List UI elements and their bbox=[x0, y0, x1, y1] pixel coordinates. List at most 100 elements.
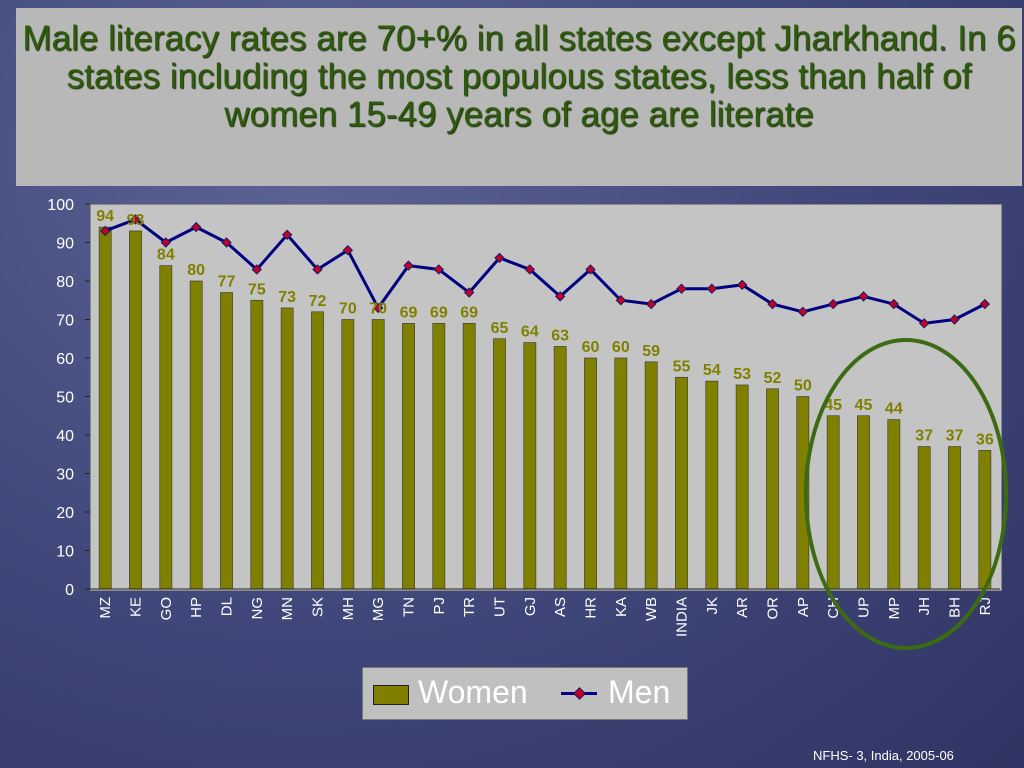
women-bar bbox=[220, 292, 233, 590]
men-marker bbox=[494, 252, 505, 264]
men-marker bbox=[949, 314, 960, 325]
women-bar bbox=[462, 323, 476, 590]
women-bar bbox=[341, 319, 355, 590]
women-data-label: 65 bbox=[491, 320, 509, 337]
women-data-label: 50 bbox=[794, 378, 812, 395]
women-data-label: 69 bbox=[460, 304, 478, 321]
x-tick-label: TR bbox=[461, 597, 478, 617]
men-marker bbox=[281, 229, 293, 241]
title-panel: Male literacy rates are 70+% in all stat… bbox=[16, 8, 1022, 186]
women-bar bbox=[402, 323, 415, 590]
women-data-label: 60 bbox=[612, 339, 630, 356]
men-marker bbox=[858, 291, 869, 302]
plot-area bbox=[90, 204, 1002, 591]
x-tick-label: GO bbox=[158, 597, 175, 620]
y-tick-label: 20 bbox=[56, 505, 74, 522]
women-data-label: 45 bbox=[824, 397, 842, 414]
women-bar bbox=[826, 415, 840, 590]
legend-men-marker bbox=[573, 687, 586, 700]
legend: Women Men bbox=[362, 667, 688, 720]
men-marker bbox=[312, 264, 323, 275]
women-bar bbox=[189, 280, 203, 590]
women-data-label: 63 bbox=[551, 327, 569, 344]
y-tick-label: 50 bbox=[56, 390, 74, 407]
women-data-label: 64 bbox=[521, 324, 539, 341]
men-marker bbox=[221, 237, 232, 248]
women-data-label: 80 bbox=[187, 262, 205, 279]
legend-men-label: Men bbox=[608, 674, 671, 710]
women-data-label: 37 bbox=[946, 428, 964, 445]
men-marker bbox=[888, 298, 900, 310]
x-tick-label: MH bbox=[340, 597, 357, 620]
x-tick-label: HP bbox=[188, 597, 205, 618]
women-bar bbox=[129, 230, 142, 590]
women-bar bbox=[584, 357, 597, 590]
women-data-label: 36 bbox=[976, 431, 994, 448]
women-bar bbox=[493, 338, 506, 590]
x-tick-label: RJ bbox=[977, 597, 994, 615]
women-data-label: 45 bbox=[855, 397, 873, 414]
women-data-label: 70 bbox=[339, 301, 357, 318]
women-data-label: 93 bbox=[127, 212, 145, 229]
women-bar bbox=[553, 346, 567, 590]
women-data-label: 59 bbox=[642, 343, 660, 360]
y-tick-label: 40 bbox=[56, 428, 74, 445]
y-tick-label: 60 bbox=[56, 351, 74, 368]
men-marker bbox=[918, 318, 930, 329]
men-marker bbox=[372, 302, 384, 314]
men-marker bbox=[615, 295, 627, 306]
women-bar bbox=[978, 450, 992, 590]
women-bar bbox=[523, 342, 537, 590]
men-marker bbox=[645, 298, 657, 310]
men-marker bbox=[827, 298, 839, 310]
women-data-label: 73 bbox=[278, 289, 296, 306]
women-bar bbox=[98, 226, 112, 590]
x-tick-label: OR bbox=[765, 597, 782, 620]
x-tick-label: AP bbox=[795, 597, 812, 617]
y-tick-label: 30 bbox=[56, 467, 74, 484]
women-bar bbox=[644, 361, 658, 590]
x-tick-label: UP bbox=[856, 597, 873, 618]
women-bar bbox=[432, 323, 446, 590]
men-marker bbox=[767, 298, 778, 310]
women-bar bbox=[917, 446, 931, 590]
men-marker bbox=[979, 298, 991, 310]
women-data-label: 54 bbox=[703, 362, 721, 379]
men-marker bbox=[524, 264, 536, 275]
chart-title: Male literacy rates are 70+% in all stat… bbox=[22, 19, 1016, 134]
x-tick-label: SK bbox=[310, 597, 327, 617]
y-tick-label: 10 bbox=[56, 544, 74, 561]
highlight-ellipse bbox=[803, 338, 1009, 650]
x-tick-label: UT bbox=[492, 597, 509, 617]
x-tick-label: BH bbox=[947, 597, 964, 618]
x-tick-label: MG bbox=[370, 597, 387, 621]
men-marker bbox=[706, 283, 718, 294]
women-data-label: 77 bbox=[218, 274, 236, 291]
x-tick-label: TN bbox=[401, 597, 418, 617]
men-marker bbox=[99, 225, 111, 237]
x-tick-label: AS bbox=[552, 597, 569, 617]
women-data-label: 70 bbox=[369, 301, 387, 318]
women-bar bbox=[250, 299, 264, 590]
x-tick-label: HR bbox=[583, 597, 600, 619]
men-marker bbox=[433, 264, 445, 275]
women-data-label: 69 bbox=[430, 304, 448, 321]
women-bar bbox=[705, 380, 719, 590]
women-data-label: 53 bbox=[733, 366, 751, 383]
x-tick-label: JH bbox=[916, 597, 933, 615]
x-tick-label: AR bbox=[734, 597, 751, 618]
y-tick-label: 90 bbox=[56, 236, 74, 253]
men-marker bbox=[736, 279, 748, 291]
women-bar bbox=[159, 265, 173, 590]
men-marker bbox=[190, 221, 202, 233]
women-data-label: 69 bbox=[400, 304, 418, 321]
women-bar bbox=[614, 357, 628, 590]
x-tick-label: INDIA bbox=[674, 597, 691, 637]
women-data-label: 55 bbox=[673, 358, 691, 375]
men-marker bbox=[130, 214, 141, 225]
x-tick-label: JK bbox=[704, 597, 721, 615]
women-data-label: 75 bbox=[248, 281, 266, 298]
women-bar bbox=[371, 319, 385, 590]
legend-women-swatch bbox=[373, 685, 409, 705]
men-marker bbox=[160, 237, 172, 248]
